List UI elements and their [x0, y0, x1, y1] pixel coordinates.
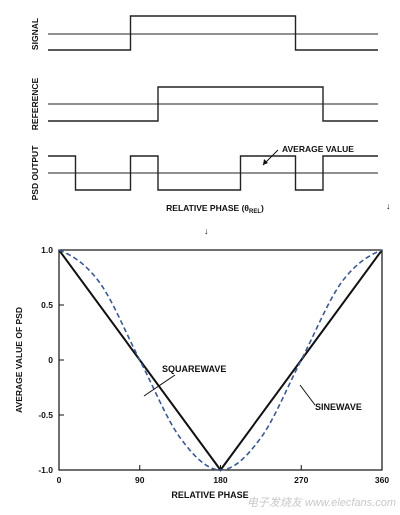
series-layer: [58, 249, 383, 472]
average-value-annotation: AVERAGE VALUE: [282, 144, 354, 154]
stray-mark-center: ↓: [204, 226, 209, 236]
x-axis-label: RELATIVE PHASE: [171, 490, 248, 500]
y-tick-label: 0: [48, 355, 53, 365]
stray-mark-right: ↓: [386, 201, 391, 211]
y-tick-label: 1.0: [41, 245, 53, 255]
y-axis-ticks: 1.0 0.5 0 -0.5 -1.0: [38, 245, 64, 475]
signal-trace: [48, 15, 378, 51]
series-label-squarewave: SQUAREWAVE: [162, 364, 226, 374]
x-tick-label: 0: [57, 475, 62, 485]
average-value-arrowhead: [263, 159, 268, 165]
x-tick-label: 270: [294, 475, 308, 485]
y-axis-label: AVERAGE VALUE OF PSD: [14, 307, 24, 413]
series-label-sinewave: SINEWAVE: [315, 402, 362, 412]
psd-label: PSD OUTPUT: [30, 145, 40, 201]
waveform-panels: SIGNAL REFERENCE PSD OUTPUT: [30, 15, 378, 201]
reference-label: REFERENCE: [30, 77, 40, 130]
x-tick-label: 90: [135, 475, 145, 485]
y-tick-label: -1.0: [38, 465, 53, 475]
plot-frame: [58, 249, 383, 471]
squarewave-pointer: [143, 374, 176, 397]
y-tick-label: 0.5: [41, 300, 53, 310]
psd-trace: [48, 155, 378, 191]
watermark: 电子发烧友 www.elecfans.com: [247, 496, 396, 509]
series-sinewave-line: [58, 249, 383, 471]
psd-chart: 1.00.50-0.5-1.0 0 90 180 270 360 SQUAREWAVE …: [14, 245, 389, 500]
reference-trace: [48, 86, 378, 122]
y-tick-label: -0.5: [38, 410, 53, 420]
x-tick-label: 180: [213, 475, 227, 485]
x-tick-label: 360: [375, 475, 389, 485]
wave-xlabel: RELATIVE PHASE (θREL): [166, 203, 264, 215]
signal-label: SIGNAL: [30, 18, 40, 50]
sinewave-pointer: [299, 384, 316, 406]
series-squarewave-line: [58, 249, 383, 472]
